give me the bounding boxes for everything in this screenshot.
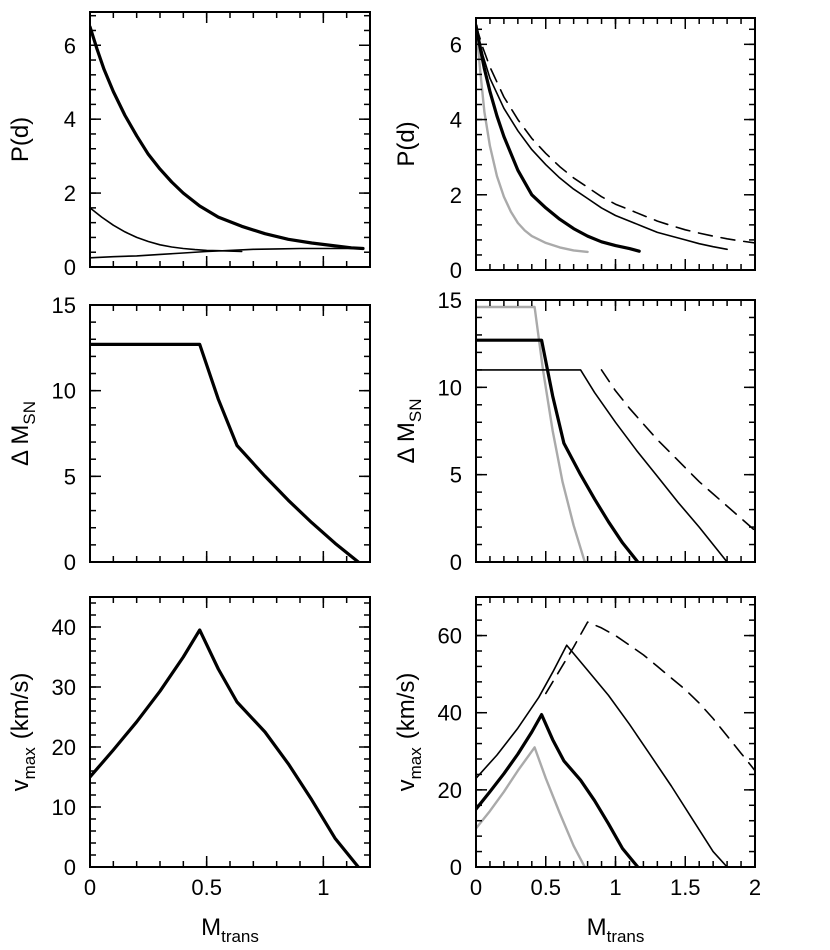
series-dm-right-gray	[476, 305, 586, 562]
y-tick-label: 5	[64, 464, 76, 489]
plot-frame	[475, 596, 756, 868]
series-dm-right-thick	[476, 338, 640, 562]
y-tick-label: 0	[64, 550, 76, 575]
y-axis-label: P(d)	[393, 121, 420, 166]
series-p-right-gray	[476, 24, 589, 254]
y-tick-label: 20	[438, 778, 462, 803]
series-group	[476, 621, 755, 867]
y-tick-label: 4	[450, 108, 462, 133]
x-tick-label: 0	[470, 875, 482, 900]
y-tick-label: 2	[450, 183, 462, 208]
x-tick-label: 1	[317, 875, 329, 900]
x-axis-label: Mtrans	[201, 914, 259, 946]
y-tick-label: 5	[450, 463, 462, 488]
x-tick-label: 1.5	[670, 875, 701, 900]
series-dm-right-dashed	[600, 369, 755, 532]
series-p-right-thin	[476, 24, 728, 251]
y-tick-label: 0	[450, 550, 462, 575]
y-tick-label: 0	[64, 255, 76, 280]
y-axis-label: Δ MSN	[7, 401, 39, 466]
y-tick-label: 60	[438, 624, 462, 649]
y-tick-label: 0	[64, 855, 76, 880]
y-tick-label: 30	[52, 675, 76, 700]
y-tick-label: 40	[52, 615, 76, 640]
y-tick-label: 0	[450, 855, 462, 880]
plot-frame	[475, 17, 756, 271]
x-tick-label: 0	[84, 875, 96, 900]
x-tick-label: 0.5	[191, 875, 222, 900]
panel-v-right: 0 20 40 60 0 0.5 1 1.5 2 vmax(km/s) Mtrans	[393, 596, 761, 946]
series-p-right-dashed	[476, 24, 755, 244]
series-v-left-thick	[90, 628, 360, 867]
y-tick-label: 10	[438, 375, 462, 400]
x-tick-label: 2	[749, 875, 761, 900]
y-tick-label: 20	[52, 735, 76, 760]
y-tick-label: 0	[450, 258, 462, 283]
series-p-left-thin-lower	[90, 247, 364, 259]
y-axis-label: P(d)	[7, 117, 34, 162]
series-v-right-thick	[476, 712, 640, 867]
series-p-right-thick	[476, 23, 641, 253]
y-tick-label: 40	[438, 701, 462, 726]
plot-frame	[89, 11, 371, 268]
y-tick-label: 4	[64, 107, 76, 132]
y-tick-label: 10	[52, 795, 76, 820]
series-group	[90, 342, 360, 562]
panel-p-right: 0 2 4 6 P(d)	[393, 17, 756, 283]
y-tick-label: 15	[52, 293, 76, 318]
x-tick-label: 1	[609, 875, 621, 900]
series-v-right-dashed	[544, 621, 755, 772]
y-tick-label: 2	[64, 181, 76, 206]
panel-v-left: 0 10 20 30 40 0 0.5 1 vmax(km/s) Mtrans	[7, 596, 371, 946]
series-v-right-thin	[476, 644, 728, 867]
series-group	[90, 628, 360, 867]
panel-p-left: 0 2 4 6 P(d)	[7, 11, 371, 280]
y-tick-label: 6	[64, 33, 76, 58]
panel-dm-left: 0 5 10 15 Δ MSN	[7, 293, 371, 575]
series-v-right-gray	[476, 746, 586, 867]
series-group	[476, 305, 755, 562]
series-dm-left-thick	[90, 342, 360, 562]
x-tick-label: 0.5	[530, 875, 561, 900]
x-axis-label: Mtrans	[587, 914, 645, 946]
series-p-left-thin-upper	[90, 207, 243, 253]
series-p-left-thick	[90, 25, 365, 251]
y-tick-label: 15	[438, 288, 462, 313]
y-tick-label: 6	[450, 32, 462, 57]
series-dm-right-thin	[476, 369, 728, 562]
y-axis-label: Δ MSN	[393, 399, 425, 464]
panel-dm-right: 0 5 10 15 Δ MSN	[393, 288, 756, 575]
series-group	[90, 25, 365, 259]
y-axis-label: vmax(km/s)	[7, 673, 39, 792]
y-axis-label: vmax(km/s)	[393, 673, 425, 792]
series-group	[476, 23, 755, 254]
y-tick-label: 10	[52, 379, 76, 404]
